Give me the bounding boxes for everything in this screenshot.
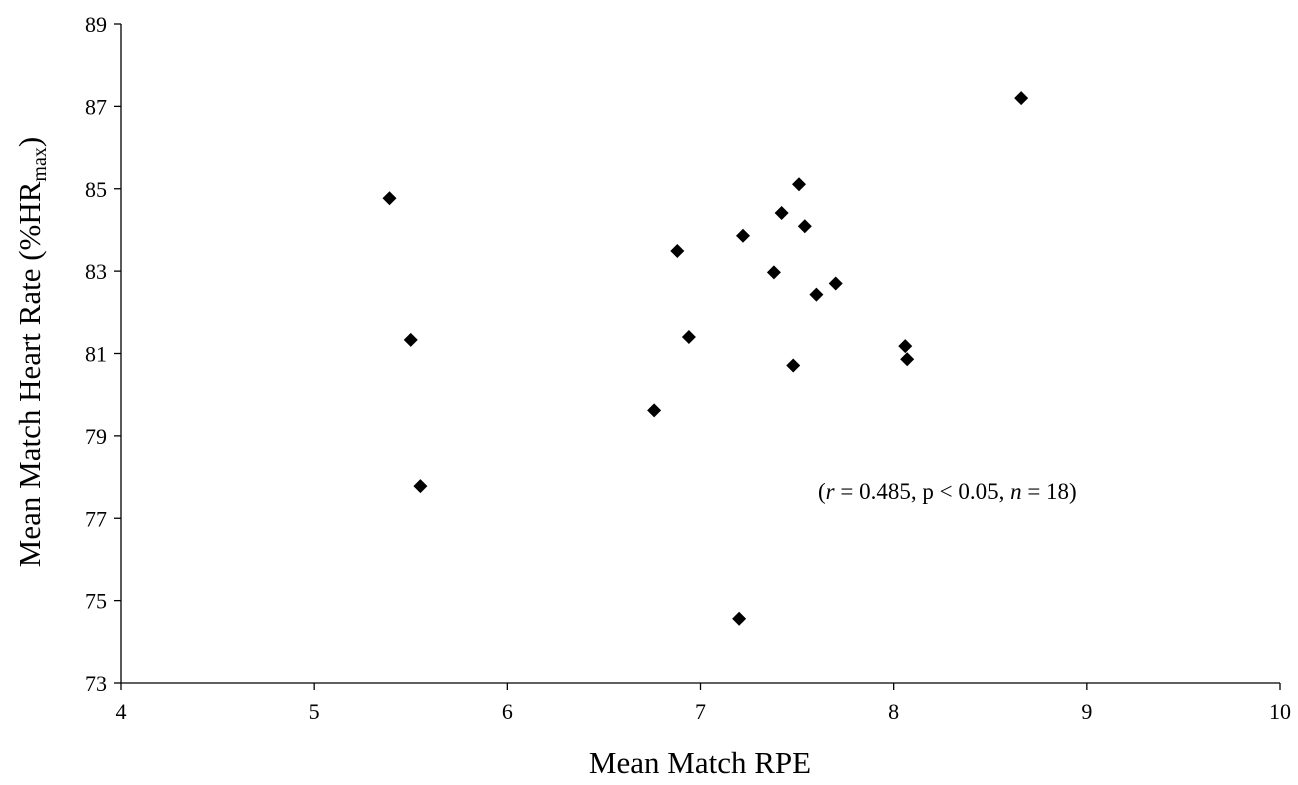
x-tick-label: 6 <box>502 699 513 724</box>
data-point-marker <box>1014 91 1029 106</box>
x-tick-label: 4 <box>116 699 127 724</box>
x-tick-label: 9 <box>1081 699 1092 724</box>
data-point-marker <box>828 276 843 291</box>
y-tick-label: 75 <box>85 589 107 614</box>
y-tick-label: 89 <box>85 12 107 37</box>
data-point-marker <box>898 339 913 354</box>
y-tick-label: 81 <box>85 342 107 367</box>
data-point-marker <box>809 287 824 302</box>
data-point-marker <box>732 611 747 626</box>
x-tick-label: 10 <box>1269 699 1291 724</box>
data-point-marker <box>792 177 807 192</box>
y-tick-label: 85 <box>85 177 107 202</box>
y-tick-label: 83 <box>85 259 107 284</box>
data-point-marker <box>403 332 418 347</box>
data-point-marker <box>670 243 685 258</box>
y-axis-title-close: ) <box>12 137 47 147</box>
data-point-marker <box>647 403 662 418</box>
y-axis-ticks: 73 75 77 79 81 83 85 87 89 <box>85 12 121 696</box>
data-point-marker <box>786 358 801 373</box>
y-tick-label: 87 <box>85 94 107 119</box>
y-tick-label: 79 <box>85 424 107 449</box>
data-points <box>382 91 1029 626</box>
data-point-marker <box>382 191 397 206</box>
y-axis-title-subscript: max <box>29 147 51 181</box>
y-tick-label: 73 <box>85 671 107 696</box>
x-axis-title: Mean Match RPE <box>589 745 811 780</box>
x-tick-label: 8 <box>888 699 899 724</box>
y-axis-title: Mean Match Heart Rate (%HRmax) <box>12 137 51 567</box>
x-tick-label: 5 <box>309 699 320 724</box>
x-axis-ticks: 4 5 6 7 8 9 10 <box>116 683 1291 724</box>
data-point-marker <box>413 479 428 494</box>
y-axis-title-main: Mean Match Heart Rate (%HR <box>12 181 47 567</box>
data-point-marker <box>766 265 781 280</box>
data-point-marker <box>797 219 812 234</box>
data-point-marker <box>735 228 750 243</box>
data-point-marker <box>681 330 696 345</box>
y-tick-label: 77 <box>85 506 107 531</box>
data-point-marker <box>900 352 915 367</box>
data-point-marker <box>774 206 789 221</box>
correlation-annotation: (r = 0.485, p < 0.05, n = 18) <box>818 479 1077 504</box>
x-tick-label: 7 <box>695 699 706 724</box>
